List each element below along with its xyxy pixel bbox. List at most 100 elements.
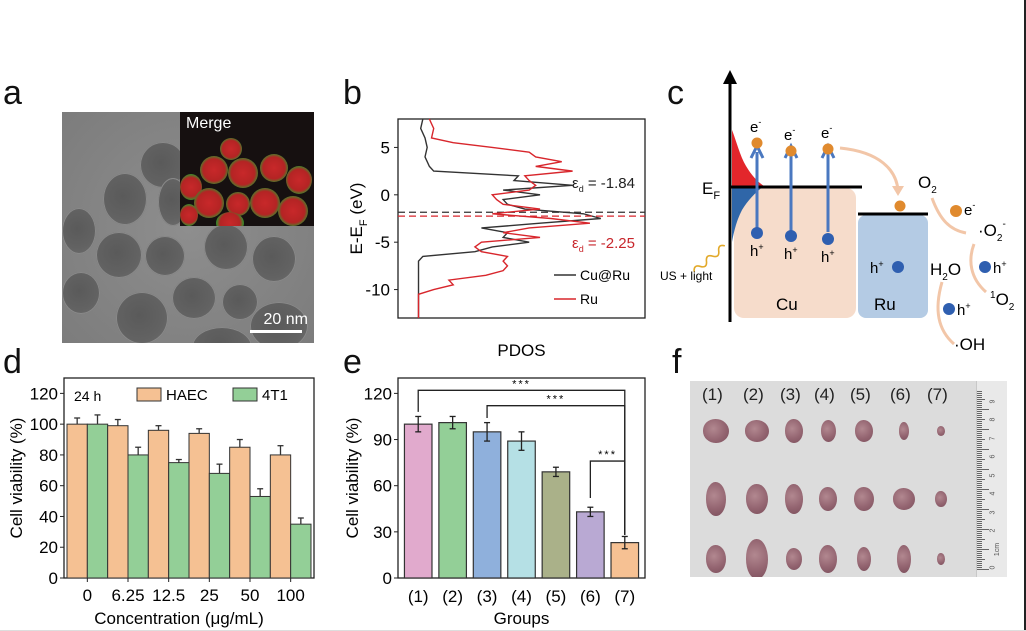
nanoparticle [222,284,258,320]
ruler-tick [977,405,982,406]
ruler-tick [977,413,982,414]
bar-4t1 [208,472,231,579]
hydroxyl-label: ·OH [954,335,985,354]
ruler-tick [977,531,982,532]
ruler-tick [977,559,985,560]
eds-particle [278,196,308,226]
tumor [706,545,726,573]
dos-occupied-above-icon [732,130,764,186]
ruler-tick [977,561,982,562]
ruler-tick [977,505,982,506]
pdos-line-cu-ru [417,118,601,318]
ruler-tick [977,545,982,546]
tumor [703,419,729,443]
nanoparticle [116,292,168,343]
ruler-tick [977,439,985,440]
eds-merge-inset: Merge [180,112,314,226]
ruler-tick [977,455,982,456]
eds-particle [216,212,244,226]
legend-swatch [136,387,162,402]
ruler-tick [977,441,982,442]
y-tick-label: -5 [375,233,390,252]
chart-annotation: 24 h [74,388,101,404]
ruler-tick [977,541,982,542]
bar-haec [269,454,292,579]
ruler-tick [977,473,982,474]
hole-label: h+ [993,259,1007,277]
group-label: (5) [850,385,871,404]
ruler-tick [977,509,989,510]
ruler-tick [977,503,982,504]
x-tick-label: 100 [276,586,304,605]
bar-4t1 [168,462,190,579]
ruler-tick [977,467,982,468]
hole-label: h+ [957,301,971,319]
electron-label: e- [750,117,761,136]
hole-icon [979,261,991,273]
bar-haec [107,425,129,579]
ruler-tick [977,477,982,478]
water-label: H2O [930,260,961,283]
ruler-tick [977,399,985,400]
panel-label-d: d [3,343,22,381]
significance-label: *** [512,378,531,390]
hole-label: h+ [784,245,798,263]
ruler-label: 3 [989,510,997,514]
ruler-tick [977,391,982,392]
viability-groups-chart: 0 30 60 90 120 (1) (2) (3) (4) (5) (6) (7) *** *** ***… [343,377,646,628]
ruler-tick [977,563,982,564]
bar [507,440,536,579]
dos-below-icon [732,186,764,242]
y-axis-label: Cell viability (%) [7,418,26,539]
eds-particle [200,156,228,184]
band-diagram: EF e-h+ e-h+ e-h+ US + light Cu Ru h+ O2 e… [660,70,1015,354]
y-tick-label: 120 [364,384,392,403]
eds-particle [194,188,224,218]
ru-label: Ru [874,295,896,314]
plot-frame [397,118,646,319]
hole-icon [892,261,904,273]
y-axis-label: Cell viability (%) [343,418,362,539]
ruler-tick [977,397,982,398]
tumor [937,426,945,436]
tumor [746,539,768,577]
pdos-chart: 5 0 -5 -10 εd = -1.84 εd = -2.25 Cu@Ru Ru E-EF (… [347,118,646,360]
electron-icon [751,137,763,149]
x-tick-label: (2) [442,587,463,606]
ruler-tick [977,429,989,430]
eds-particle [250,188,280,218]
hole-icon [943,303,955,315]
hole-icon [751,227,763,239]
ruler-label: 6 [989,454,997,459]
x-tick-label: 6.25 [111,586,144,605]
y-tick-label: 5 [381,138,390,157]
ruler-tick [977,557,982,558]
group-label: (2) [743,385,764,404]
x-tick-label: (6) [580,587,601,606]
electron-label: e- [964,200,975,219]
ruler-tick [977,551,982,552]
ruler-tick [977,449,989,450]
bar-haec [147,429,170,579]
tumor [855,420,873,442]
wave-icon [693,244,726,272]
ruler-tick [977,511,982,512]
group-label: (3) [780,385,801,404]
x-tick-label: (1) [408,587,429,606]
bar [472,431,502,579]
nanoparticle [145,236,185,276]
ruler-tick [977,535,982,536]
electron-label: e- [821,123,832,142]
ruler-tick [977,437,982,438]
ruler-tick [977,411,982,412]
ruler-tick [977,485,982,486]
x-tick-label: (7) [614,587,635,606]
x-tick-label: 50 [241,586,260,605]
significance-label: *** [598,449,617,461]
nanoparticle [204,224,248,270]
bar-4t1 [127,454,149,579]
singlet-oxygen-label: 1O2 [990,290,1015,313]
hole-icon [785,230,797,242]
hole-label: h+ [870,259,884,277]
o2-reduction-arrow [930,197,967,235]
